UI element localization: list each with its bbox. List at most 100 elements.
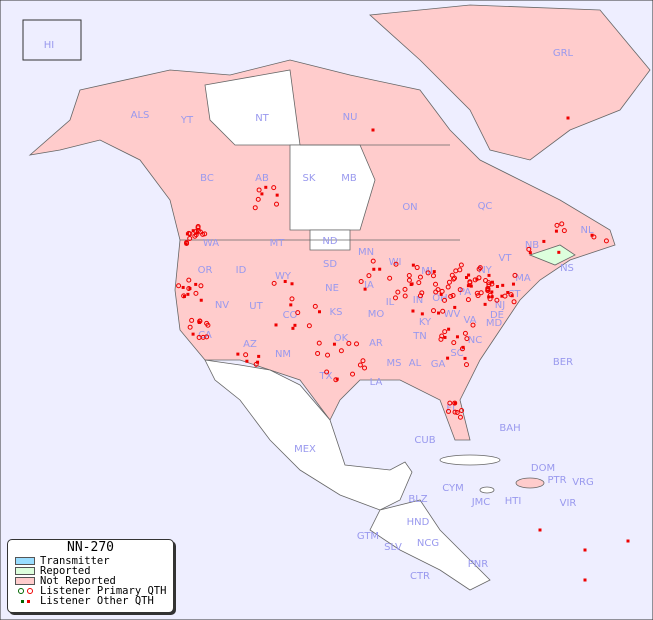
region-label-fl: FL bbox=[446, 403, 458, 414]
listener-other-marker bbox=[290, 282, 294, 286]
listener-primary-marker bbox=[462, 330, 468, 336]
legend-title: NN-270 bbox=[67, 540, 114, 555]
listener-primary-marker bbox=[451, 340, 457, 346]
region-label-blz: BLZ bbox=[408, 494, 427, 505]
legend-primary-qth: Listener Primary QTH bbox=[8, 586, 173, 596]
region-label-tn: TN bbox=[412, 331, 427, 342]
listener-other-marker bbox=[538, 528, 542, 532]
listener-other-marker bbox=[184, 242, 188, 246]
listener-primary-marker bbox=[256, 187, 262, 193]
listener-primary-marker bbox=[431, 308, 437, 314]
listener-primary-marker bbox=[511, 299, 517, 305]
listener-other-marker bbox=[557, 250, 561, 254]
listener-other-marker bbox=[490, 280, 494, 284]
listener-other-marker bbox=[475, 277, 479, 281]
listener-primary-marker bbox=[452, 275, 458, 281]
listener-primary-marker bbox=[451, 276, 457, 282]
listener-primary-marker bbox=[393, 261, 399, 267]
listener-other-marker bbox=[245, 359, 249, 363]
region-label-ut: UT bbox=[249, 301, 263, 312]
region-label-nd: ND bbox=[322, 236, 337, 247]
listener-other-marker bbox=[495, 285, 499, 289]
region-label-mb: MB bbox=[341, 173, 357, 184]
square-marker-icon bbox=[15, 599, 35, 603]
region-label-sd: SD bbox=[323, 259, 337, 270]
region-cuba bbox=[439, 454, 501, 466]
region-label-ct: CT bbox=[507, 289, 521, 300]
listener-other-marker bbox=[289, 303, 293, 307]
greenland bbox=[369, 4, 651, 161]
region-label-id: ID bbox=[236, 265, 247, 276]
listener-primary-marker bbox=[554, 222, 560, 228]
listener-other-marker bbox=[501, 283, 505, 287]
listener-primary-marker bbox=[315, 350, 321, 356]
listener-other-marker bbox=[446, 356, 450, 360]
listener-primary-marker bbox=[439, 333, 445, 339]
listener-primary-marker bbox=[454, 409, 460, 415]
region-label-sk: SK bbox=[303, 173, 316, 184]
listener-primary-marker bbox=[433, 281, 439, 287]
listener-primary-marker bbox=[316, 340, 322, 346]
listener-primary-marker bbox=[430, 273, 436, 279]
listener-primary-marker bbox=[459, 407, 465, 413]
region-label-vrg: VRG bbox=[572, 477, 594, 488]
listener-other-marker bbox=[293, 323, 297, 327]
listener-primary-marker bbox=[442, 329, 448, 335]
listener-primary-marker bbox=[189, 317, 195, 323]
listener-primary-marker bbox=[477, 265, 483, 271]
region-label-on: ON bbox=[402, 202, 417, 213]
listener-other-marker bbox=[542, 239, 546, 243]
listener-other-marker bbox=[274, 323, 278, 327]
listener-primary-marker bbox=[406, 277, 412, 283]
listener-primary-marker bbox=[271, 185, 277, 191]
region-label-pa: PA bbox=[459, 287, 471, 298]
region-label-pnr: PNR bbox=[468, 559, 489, 570]
listener-other-marker bbox=[626, 539, 630, 543]
listener-primary-marker bbox=[486, 280, 492, 286]
listener-other-marker bbox=[185, 232, 189, 236]
listener-primary-marker bbox=[494, 297, 500, 303]
region-label-dom: DOM bbox=[531, 463, 555, 474]
region-label-mn: MN bbox=[358, 247, 374, 258]
region-label-ga: GA bbox=[431, 359, 446, 370]
listener-primary-marker bbox=[402, 286, 408, 292]
region-label-ncg: NCG bbox=[417, 538, 439, 549]
listener-other-marker bbox=[583, 578, 587, 582]
listener-primary-marker bbox=[354, 341, 360, 347]
transmitter-swatch bbox=[15, 557, 35, 565]
listener-primary-marker bbox=[197, 318, 203, 324]
listener-other-marker bbox=[443, 335, 447, 339]
region-label-de: DE bbox=[490, 310, 504, 321]
region-label-wy: WY bbox=[275, 271, 292, 282]
listener-other-marker bbox=[283, 279, 287, 283]
listener-primary-marker bbox=[502, 293, 508, 299]
listener-other-marker bbox=[182, 294, 186, 298]
listener-primary-marker bbox=[271, 280, 277, 286]
region-label-qc: QC bbox=[478, 201, 493, 212]
region-label-wa: WA bbox=[203, 238, 219, 249]
listener-other-marker bbox=[487, 273, 491, 277]
region-label-or: OR bbox=[198, 265, 213, 276]
listener-other-marker bbox=[469, 284, 473, 288]
listener-primary-marker bbox=[485, 287, 491, 293]
listener-primary-marker bbox=[464, 336, 470, 342]
listener-other-marker bbox=[188, 287, 192, 291]
listener-other-marker bbox=[256, 360, 260, 364]
listener-other-marker bbox=[467, 273, 471, 277]
listener-other-marker bbox=[194, 282, 198, 286]
region-label-al: AL bbox=[409, 358, 422, 369]
listener-primary-marker bbox=[416, 280, 422, 286]
listener-primary-marker bbox=[186, 286, 192, 292]
listener-primary-marker bbox=[200, 231, 206, 237]
listener-other-marker bbox=[506, 290, 510, 294]
region-label-ks: KS bbox=[330, 307, 343, 318]
listener-primary-marker bbox=[603, 238, 609, 244]
listener-other-marker bbox=[181, 285, 185, 289]
listener-primary-marker bbox=[362, 365, 368, 371]
region-label-ctr: CTR bbox=[410, 571, 430, 582]
listener-other-marker bbox=[335, 377, 339, 381]
listener-other-marker bbox=[554, 229, 558, 233]
listener-primary-marker bbox=[559, 221, 565, 227]
listener-primary-marker bbox=[360, 358, 366, 364]
